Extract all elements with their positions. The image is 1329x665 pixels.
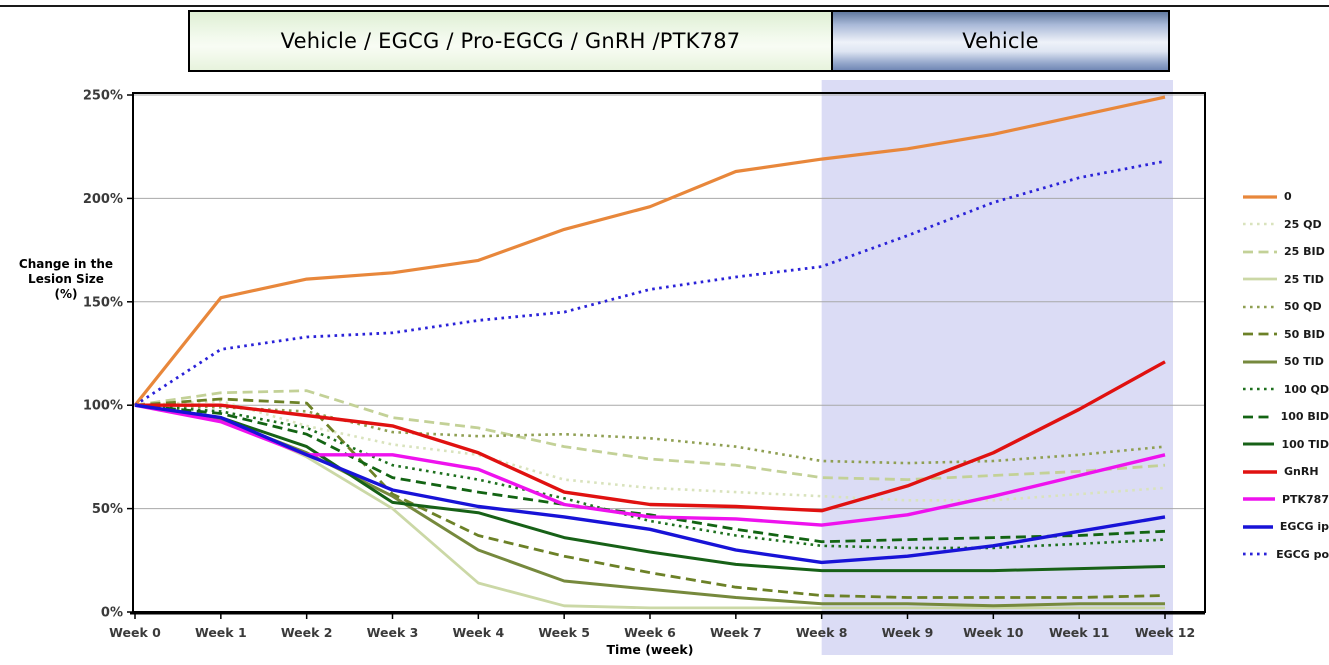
x-tick-label: Week 9 — [882, 625, 934, 640]
x-tick-label: Week 5 — [538, 625, 590, 640]
legend-item-100-bid: 100 BID — [1243, 403, 1329, 431]
legend-swatch — [1243, 415, 1274, 419]
x-tick-label: Week 4 — [452, 625, 504, 640]
legend-label: 50 QD — [1284, 300, 1322, 314]
legend-item-egcg-ip: EGCG ip — [1243, 513, 1329, 541]
series-line-100-tid — [134, 403, 1166, 573]
figure-top-border — [0, 5, 1329, 7]
y-axis-title-line1: Change in the — [18, 257, 114, 271]
y-tick-label: 250% — [83, 89, 123, 104]
series-line-0 — [133, 95, 1166, 407]
series-line-25-qd — [134, 399, 1166, 502]
x-tick-label: Week 2 — [281, 625, 333, 640]
y-tick-label: 0% — [101, 606, 123, 621]
legend-item-50-bid: 50 BID — [1243, 321, 1329, 349]
legend-item-100-qd: 100 QD — [1243, 376, 1329, 404]
legend-swatch — [1243, 387, 1277, 391]
legend-item-25-qd: 25 QD — [1243, 211, 1329, 239]
series-line-100-qd — [134, 403, 1166, 550]
x-tick-label: Week 0 — [109, 625, 161, 640]
legend-item-ptk787: PTK787 — [1243, 486, 1329, 514]
treatment-phase-label: Vehicle / EGCG / Pro-EGCG / GnRH /PTK787 — [280, 29, 741, 53]
series-line-25-tid — [134, 403, 1165, 610]
series-line-egcg-ip — [134, 403, 1166, 565]
legend-label: 50 BID — [1284, 327, 1325, 341]
legend-swatch — [1243, 195, 1277, 199]
legend-swatch — [1243, 332, 1277, 336]
x-tick-label: Week 6 — [624, 625, 676, 640]
series-line-egcg-po — [134, 159, 1166, 407]
legend-item-50-qd: 50 QD — [1243, 293, 1329, 321]
legend-item-25-tid: 25 TID — [1243, 266, 1329, 294]
legend-swatch — [1243, 497, 1275, 501]
legend-swatch — [1243, 250, 1277, 254]
legend-item-gnrh: GnRH — [1243, 458, 1329, 486]
legend-swatch — [1243, 552, 1270, 556]
x-tick-label: Week 1 — [195, 625, 247, 640]
legend-label: 0 — [1284, 190, 1292, 204]
y-tick-label: 200% — [83, 192, 123, 207]
legend-item-0: 0 — [1243, 183, 1329, 211]
legend-item-egcg-po: EGCG po — [1243, 541, 1329, 569]
x-tick-label: Week 3 — [367, 625, 419, 640]
y-axis-title-line2: Lesion Size — [28, 272, 104, 286]
x-tick-label: Week 11 — [1049, 625, 1109, 640]
legend-label: 25 QD — [1284, 217, 1322, 231]
y-tick-label: 50% — [92, 502, 123, 517]
legend-swatch — [1243, 470, 1277, 474]
legend-label: EGCG ip — [1279, 520, 1329, 534]
y-tick-label: 150% — [83, 295, 123, 310]
legend-item-100-tid: 100 TID — [1243, 431, 1329, 459]
chart-legend: 0 25 QD 25 BID 25 TID 50 QD 50 BID 50 TID 100 Q… — [1243, 183, 1329, 568]
legend-label: 25 TID — [1284, 272, 1324, 286]
vehicle-phase-label: Vehicle — [962, 29, 1039, 53]
legend-swatch — [1243, 305, 1277, 309]
legend-label: GnRH — [1284, 465, 1319, 479]
legend-swatch — [1243, 525, 1273, 529]
x-tick-label: Week 7 — [710, 625, 762, 640]
phase-header: Vehicle / EGCG / Pro-EGCG / GnRH /PTK787… — [188, 10, 1170, 72]
legend-item-25-bid: 25 BID — [1243, 238, 1329, 266]
x-axis-title: Time (week) — [607, 642, 694, 657]
x-tick-label: Week 10 — [963, 625, 1024, 640]
series-line-100-bid — [134, 403, 1166, 544]
legend-swatch — [1243, 442, 1275, 446]
legend-label: 100 QD — [1283, 382, 1329, 396]
y-axis-title-line3: (%) — [54, 287, 78, 301]
series-line-25-bid — [134, 389, 1166, 481]
legend-label: 100 TID — [1281, 437, 1329, 451]
vehicle-phase-box: Vehicle — [833, 12, 1168, 70]
y-tick-label: 100% — [83, 399, 123, 414]
x-tick-label: Week 8 — [796, 625, 848, 640]
legend-swatch — [1243, 277, 1277, 281]
series-line-gnrh — [135, 360, 1166, 513]
legend-swatch — [1243, 222, 1277, 226]
legend-label: 100 BID — [1280, 410, 1329, 424]
legend-label: EGCG po — [1276, 547, 1329, 561]
legend-swatch — [1243, 360, 1277, 364]
series-line-50-tid — [134, 403, 1165, 608]
series-line-50-bid — [134, 397, 1166, 599]
series-line-50-qd — [134, 403, 1166, 465]
treatment-phase-box: Vehicle / EGCG / Pro-EGCG / GnRH /PTK787 — [190, 12, 833, 70]
y-axis-title: Change in the Lesion Size (%) — [2, 257, 130, 302]
legend-label: 25 BID — [1284, 245, 1325, 259]
legend-label: 50 TID — [1284, 355, 1324, 369]
x-tick-label: Week 12 — [1135, 625, 1195, 640]
legend-item-50-tid: 50 TID — [1243, 348, 1329, 376]
legend-label: PTK787 — [1281, 492, 1329, 506]
